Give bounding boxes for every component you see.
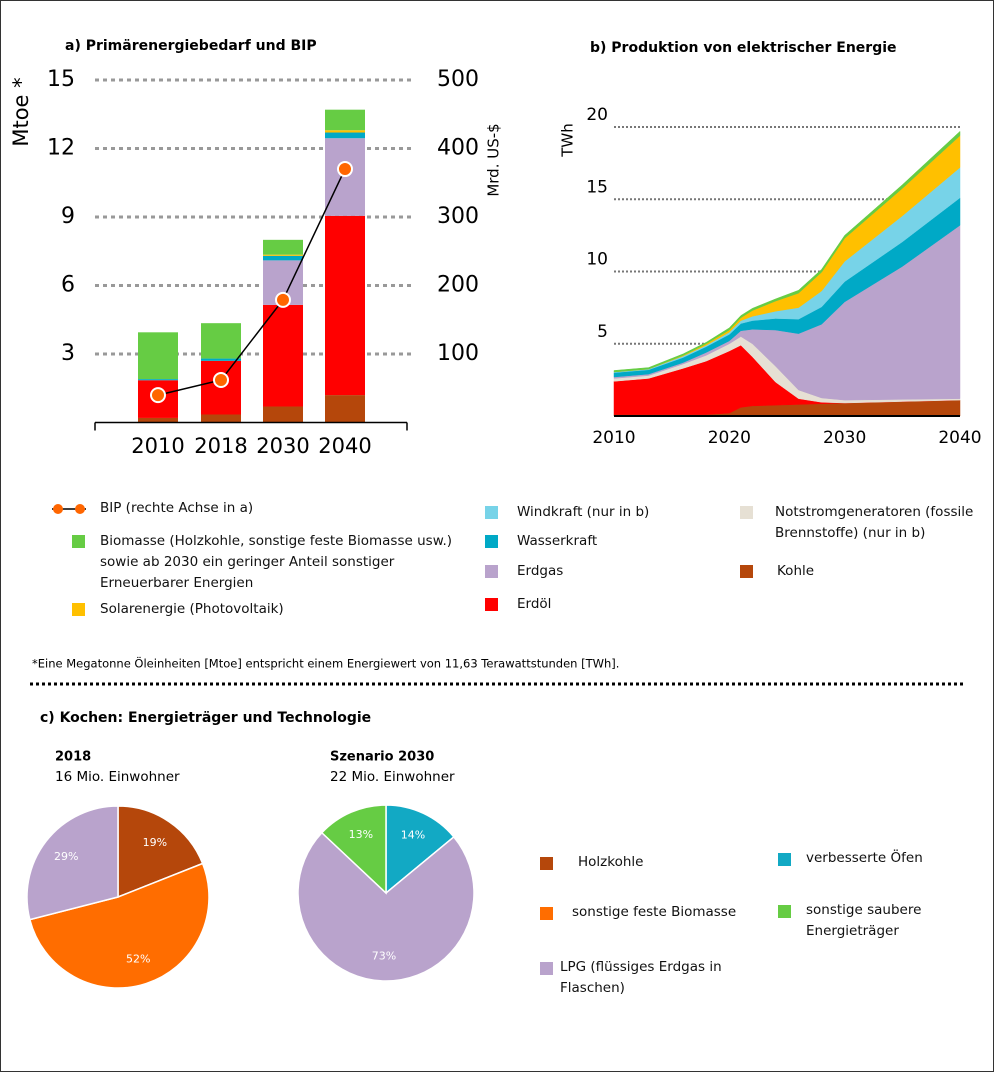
x-tick-label: 2040 [938, 428, 981, 448]
pie-slice [28, 862, 210, 989]
y-tick-label: 6 [61, 273, 75, 298]
line-point [213, 372, 229, 389]
legend-swatch [778, 853, 791, 866]
line-point [275, 291, 291, 308]
slice-label: 13% [349, 828, 373, 841]
y-tick-label: 3 [61, 341, 75, 366]
slice-label: 19% [143, 836, 167, 849]
bar-segment [325, 132, 365, 139]
chart-title: b) Produktion von elektrischer Energie [590, 40, 897, 56]
y-tick-label: 10 [586, 250, 608, 270]
bar-segment [325, 215, 365, 396]
slice-label: 52% [126, 952, 150, 965]
line-point [337, 161, 353, 178]
y-tick-label: 12 [47, 136, 75, 161]
pie-title: 2018 [55, 750, 91, 765]
bar-segment [325, 109, 365, 131]
x-tick-label: 2040 [318, 434, 371, 458]
legend-swatch [485, 535, 498, 548]
legend-label: verbesserte Öfen [806, 850, 923, 866]
legend-label: Solarenergie (Photovoltaik) [100, 601, 284, 617]
legend-swatch [485, 506, 498, 519]
pie-slice [385, 804, 455, 895]
pie-slice [320, 804, 387, 895]
y2-tick-label: 300 [437, 204, 479, 229]
pie-slice [26, 805, 119, 921]
pie-slice [297, 831, 475, 982]
legend-swatch [72, 603, 85, 616]
y2-tick-label: 200 [437, 273, 479, 298]
pie-subtitle: 22 Mio. Einwohner [330, 769, 455, 785]
legend-swatch [485, 598, 498, 611]
x-tick-label: 2020 [708, 428, 751, 448]
legend-swatch [485, 565, 498, 578]
bar-segment [201, 358, 241, 361]
y-tick-label: 15 [47, 67, 75, 92]
legend-label: BIP (rechte Achse in a) [100, 500, 254, 516]
legend-label: Erdgas [517, 563, 564, 579]
legend-swatch [740, 565, 753, 578]
bar-segment [201, 414, 241, 423]
legend-label: Biomasse (Holzkohle, sonstige feste Biom… [100, 533, 453, 591]
footnote: *Eine Megatonne Öleinheiten [Mtoe] entsp… [32, 655, 619, 671]
legend-marker [75, 504, 85, 514]
legend-swatch [540, 857, 553, 870]
chart-title: a) Primärenergiebedarf und BIP [65, 38, 317, 54]
legend-swatch [540, 907, 553, 920]
area-series [613, 130, 961, 373]
line-point [150, 387, 166, 404]
slice-label: 29% [54, 850, 78, 863]
y-tick-label: 15 [586, 177, 608, 197]
x-tick-label: 2018 [194, 434, 247, 458]
y2-axis-label: Mrd. US-$ [485, 123, 503, 196]
bar-segment [263, 239, 303, 255]
y2-tick-label: 400 [437, 136, 479, 161]
y-tick-label: 5 [597, 322, 608, 342]
x-tick-label: 2030 [256, 434, 309, 458]
bar-segment [263, 255, 303, 261]
y-axis-label: Mtoe * [9, 77, 33, 146]
bar-segment [325, 395, 365, 423]
y-axis-label: TWh [559, 123, 577, 158]
y2-tick-label: 100 [437, 341, 479, 366]
legend-swatch [72, 535, 85, 548]
bar-segment [325, 130, 365, 133]
x-tick-label: 2010 [131, 434, 184, 458]
bar-segment [138, 332, 178, 380]
legend-label: Erdöl [517, 596, 552, 612]
bar-segment [138, 417, 178, 423]
y-tick-label: 20 [586, 105, 608, 125]
slice-label: 73% [372, 949, 396, 962]
legend-swatch [778, 905, 791, 918]
legend-label: Notstromgeneratoren (fossile Brennstoffe… [775, 504, 974, 541]
bar-segment [201, 323, 241, 359]
bar-segment [263, 254, 303, 256]
pie-title: Szenario 2030 [330, 750, 434, 765]
legend-label: sonstige feste Biomasse [572, 904, 737, 920]
x-tick-label: 2030 [823, 428, 866, 448]
legend-marker [53, 504, 63, 514]
legend-label: LPG (flüssiges Erdgas in Flaschen) [560, 959, 722, 996]
bar-segment [263, 304, 303, 407]
line-series [157, 168, 346, 396]
legend-label: Kohle [777, 563, 815, 579]
legend-swatch [740, 506, 753, 519]
pie-subtitle: 16 Mio. Einwohner [55, 769, 180, 785]
legend-label: Windkraft (nur in b) [517, 504, 650, 520]
legend-label: Holzkohle [578, 854, 644, 870]
y2-tick-label: 500 [437, 67, 479, 92]
legend-swatch [540, 962, 553, 975]
y-tick-label: 9 [61, 204, 75, 229]
legend-label: Wasserkraft [517, 533, 598, 549]
legend-label: sonstige saubere Energieträger [806, 902, 922, 939]
bar-segment [263, 406, 303, 423]
pie-slice [117, 805, 204, 899]
x-tick-label: 2010 [592, 428, 635, 448]
slice-label: 14% [401, 829, 425, 842]
section-title: c) Kochen: Energieträger und Technologie [40, 710, 371, 726]
bar-segment [138, 379, 178, 381]
